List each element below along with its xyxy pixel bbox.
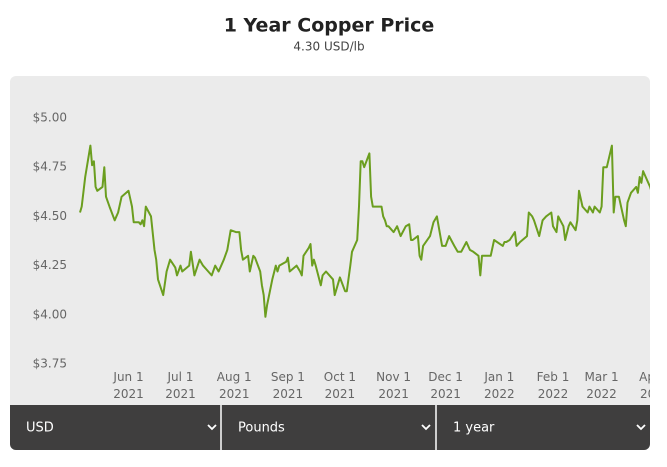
dropdown-label[interactable]: 1 year (453, 421, 495, 436)
x-tick-label: Jul 1 2021 (165, 370, 196, 401)
chart-subtitle: 4.30 USD/lb (293, 40, 364, 54)
dropdown-label[interactable]: USD (26, 421, 54, 436)
dropdown-label[interactable]: Pounds (238, 421, 285, 436)
x-tick-label: Jan 1 2022 (483, 370, 514, 401)
y-tick-label: $4.00 (33, 307, 67, 321)
plot-area: $3.75 $4.00 $4.25 $4.50 $4.75 $5.00 Jun 1 2021 J… (33, 111, 667, 401)
x-tick-label: Feb 1 2022 (537, 370, 570, 401)
y-tick-label: $4.50 (33, 209, 67, 223)
dropdown-arrow[interactable] (636, 424, 646, 431)
dropdown-arrow[interactable] (207, 424, 217, 431)
x-tick-label: Jun 1 2021 (112, 370, 143, 401)
x-tick-label: Sep 1 2021 (271, 370, 305, 401)
x-tick-label: Dec 1 2021 (428, 370, 463, 401)
price-line (79, 144, 650, 318)
x-tick-label: Aug 1 2021 (217, 370, 252, 401)
control-bar-bg (10, 405, 650, 450)
x-tick-label: Mar 1 2022 (585, 370, 619, 401)
y-tick-label: $4.25 (33, 258, 67, 272)
panel (10, 76, 650, 450)
control-bar: USD Pounds 1 year (10, 405, 650, 450)
x-tick-label: Nov 1 2021 (376, 370, 411, 401)
x-tick-label: Oct 1 2021 (324, 370, 356, 401)
y-tick-label: $4.75 (33, 160, 67, 174)
chart-title: 1 Year Copper Price (224, 15, 435, 37)
dropdown-arrow[interactable] (421, 424, 431, 431)
y-tick-label: $5.00 (33, 111, 67, 125)
y-tick-label: $3.75 (33, 357, 67, 371)
